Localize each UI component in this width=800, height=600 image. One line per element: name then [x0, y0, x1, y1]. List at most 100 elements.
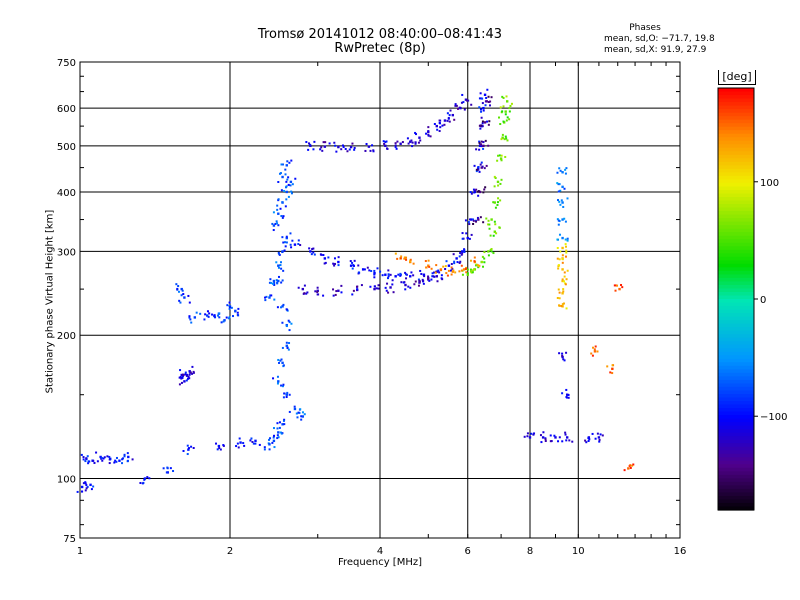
- data-point: [282, 383, 285, 386]
- data-point: [565, 396, 568, 399]
- colorbar-segment: [718, 235, 754, 240]
- data-point: [530, 432, 533, 435]
- data-point: [387, 275, 390, 278]
- data-point: [276, 282, 279, 285]
- data-point: [449, 109, 452, 112]
- colorbar-segment: [718, 429, 754, 434]
- data-point: [478, 140, 481, 143]
- data-point: [464, 98, 468, 101]
- colorbar-segment: [718, 457, 754, 462]
- data-point: [500, 159, 503, 162]
- data-point: [277, 252, 280, 255]
- data-point: [183, 380, 186, 383]
- data-point: [412, 274, 415, 277]
- colorbar-segment: [718, 256, 754, 261]
- colorbar-segment: [718, 232, 754, 237]
- colorbar-segment: [718, 439, 754, 444]
- data-point: [373, 272, 376, 275]
- data-point: [611, 364, 614, 367]
- data-point: [353, 259, 356, 262]
- data-point: [392, 291, 395, 294]
- data-point: [549, 434, 552, 437]
- data-point: [471, 271, 474, 274]
- data-point: [386, 147, 389, 150]
- data-point: [480, 140, 483, 143]
- data-point: [166, 466, 169, 469]
- data-point: [495, 232, 498, 235]
- data-point: [293, 243, 297, 246]
- colorbar-segment: [718, 495, 754, 501]
- data-point: [203, 318, 206, 321]
- colorbar-segment: [718, 211, 754, 216]
- data-point: [620, 283, 623, 286]
- data-point: [443, 119, 447, 122]
- colorbar-segment: [718, 369, 754, 374]
- data-point: [228, 306, 231, 309]
- data-point: [281, 385, 284, 388]
- data-point: [505, 119, 508, 122]
- data-point: [265, 295, 268, 298]
- data-point: [305, 141, 308, 144]
- y-tick-label: 100: [57, 475, 76, 486]
- data-point: [493, 201, 497, 204]
- data-point: [288, 393, 291, 396]
- data-point: [592, 346, 595, 349]
- data-point: [571, 440, 574, 443]
- data-point: [462, 268, 466, 271]
- data-point: [410, 271, 413, 274]
- data-point: [475, 188, 478, 191]
- data-point: [405, 258, 408, 261]
- data-point: [379, 270, 382, 273]
- data-point: [565, 307, 568, 310]
- data-point: [106, 455, 109, 458]
- data-point: [476, 216, 479, 219]
- data-point: [481, 265, 484, 268]
- data-point: [473, 164, 476, 167]
- data-point: [283, 189, 286, 192]
- data-point: [277, 266, 280, 269]
- data-point: [177, 290, 180, 293]
- data-point: [487, 254, 490, 257]
- data-point: [301, 287, 305, 291]
- data-point: [187, 294, 190, 297]
- data-point: [488, 104, 491, 107]
- data-point: [564, 243, 567, 246]
- data-point: [558, 183, 561, 186]
- colorbar-segment: [718, 246, 754, 251]
- data-point: [179, 369, 182, 372]
- data-point: [557, 267, 560, 270]
- data-point: [441, 124, 444, 127]
- data-point: [395, 147, 398, 150]
- data-point: [424, 260, 427, 263]
- data-point: [585, 441, 588, 444]
- x-tick-label: 6: [465, 546, 471, 557]
- data-point: [506, 139, 509, 142]
- data-point: [568, 439, 571, 442]
- colorbar-segment: [718, 499, 754, 504]
- data-point: [417, 278, 420, 281]
- data-point: [186, 377, 189, 380]
- data-point: [470, 103, 473, 106]
- data-point: [237, 314, 240, 317]
- data-point: [299, 408, 302, 411]
- data-point: [558, 436, 561, 439]
- data-point: [465, 271, 468, 274]
- data-point: [498, 154, 501, 157]
- data-point: [349, 145, 353, 149]
- data-point: [349, 264, 353, 267]
- data-point: [503, 138, 506, 141]
- data-point: [451, 270, 455, 273]
- data-point: [93, 461, 96, 464]
- data-point: [425, 266, 428, 269]
- data-point: [493, 185, 496, 188]
- colorbar-segment: [718, 260, 754, 265]
- data-point: [281, 236, 284, 239]
- data-point: [387, 273, 390, 276]
- data-point: [418, 136, 421, 139]
- data-point: [272, 211, 275, 214]
- data-point: [85, 484, 88, 487]
- data-point: [446, 274, 449, 277]
- data-point: [562, 290, 565, 293]
- data-point: [561, 268, 564, 271]
- data-point: [367, 145, 371, 148]
